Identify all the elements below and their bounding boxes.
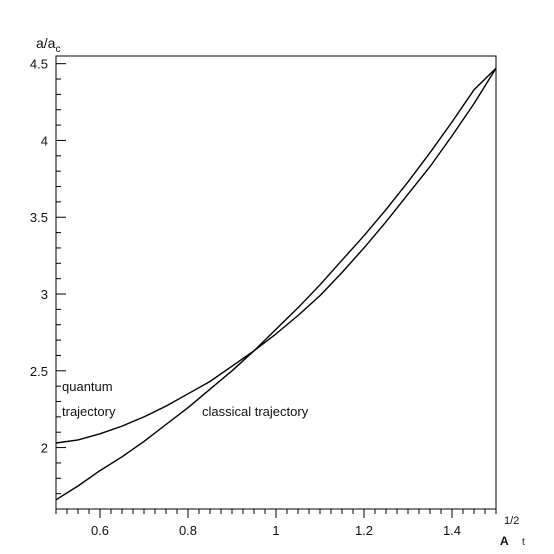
y-axis-tick-labels: 2 2.5 3 3.5 4 4.5 <box>30 57 48 456</box>
x-tick-label: 1.2 <box>355 523 373 538</box>
plot-frame <box>55 55 497 510</box>
x-axis-title-superscript: 1/2 <box>504 515 519 527</box>
y-axis-title: a/ac <box>36 35 60 55</box>
y-tick-label: 3 <box>41 287 48 302</box>
y-tick-label: 4 <box>41 133 48 148</box>
quantum-label-line1: quantum <box>62 379 113 394</box>
x-tick-label: 0.8 <box>179 523 197 538</box>
x-tick-label: 1 <box>272 523 279 538</box>
y-tick-label: 2 <box>41 441 48 456</box>
y-axis-title-subscript: c <box>55 44 60 55</box>
x-tick-label: 1.4 <box>443 523 461 538</box>
y-tick-label: 2.5 <box>30 364 48 379</box>
x-axis-title-subscript: t <box>522 537 525 548</box>
y-tick-label: 4.5 <box>30 57 48 72</box>
x-axis-tick-labels: 0.6 0.8 1 1.2 1.4 <box>91 523 461 538</box>
classical-trajectory-line <box>55 67 497 501</box>
classical-trajectory-label: classical trajectory <box>202 404 309 419</box>
y-axis-title-main: a/a <box>36 35 56 51</box>
x-axis-ticks <box>55 509 497 518</box>
y-axis-ticks <box>56 63 66 510</box>
quantum-label-line2: trajectory <box>62 404 116 419</box>
y-tick-label: 3.5 <box>30 210 48 225</box>
quantum-trajectory-line <box>55 67 497 444</box>
series-lines <box>55 67 497 501</box>
x-axis-title: A <box>500 534 509 548</box>
axes-frame <box>55 55 497 510</box>
x-tick-label: 0.6 <box>91 523 109 538</box>
